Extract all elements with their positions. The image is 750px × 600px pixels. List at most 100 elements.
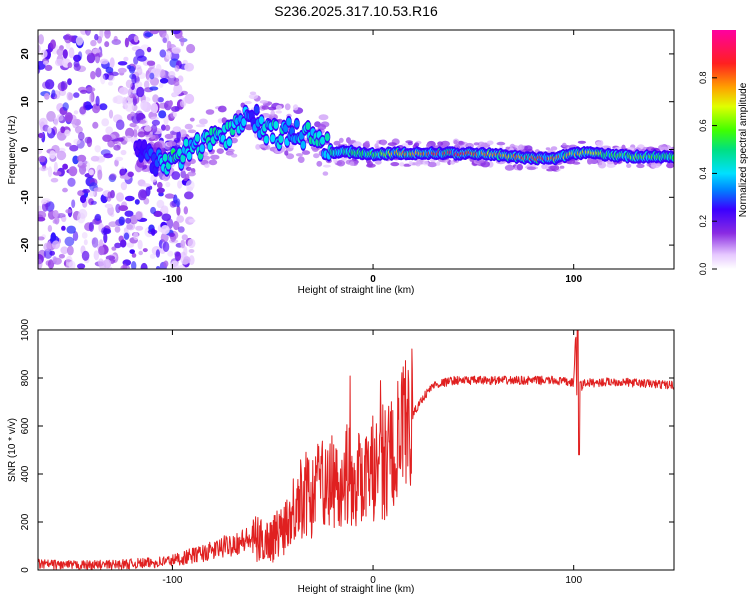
- spectrogram-noise-blob: [105, 66, 114, 74]
- spectrogram-noise-blob: [119, 87, 129, 95]
- spectrogram-halo-blob: [141, 183, 151, 187]
- spectrogram-noise-blob: [47, 225, 53, 232]
- spectrogram-noise-blob: [117, 67, 127, 73]
- spectrogram-noise-blob: [102, 134, 112, 142]
- spectrogram-noise-blob: [52, 210, 59, 218]
- spectrogram-halo-blob: [183, 177, 188, 181]
- spectrogram-y-tick-label: 10: [20, 96, 31, 108]
- spectrogram-noise-blob: [41, 201, 49, 212]
- spectrogram-noise-blob: [53, 161, 58, 173]
- spectrogram-noise-blob: [154, 68, 162, 78]
- spectrogram-halo-blob: [333, 140, 341, 146]
- spectrogram-noise-blob: [38, 216, 46, 222]
- spectrogram-halo-blob: [312, 147, 319, 153]
- spectrogram-noise-blob: [188, 249, 195, 253]
- spectrogram-noise-blob: [135, 110, 143, 118]
- spectrogram-noise-blob: [133, 128, 138, 139]
- spectrogram-noise-blob: [52, 170, 62, 176]
- spectrogram-noise-blob: [176, 198, 181, 208]
- colorbar-gradient: [712, 30, 736, 269]
- spectrogram-halo-blob: [259, 100, 269, 104]
- spectrogram-noise-blob: [124, 135, 133, 142]
- spectrogram-y-tick-label: 0: [20, 146, 31, 152]
- spectrogram-noise-blob: [38, 236, 45, 241]
- spectrogram-noise-blob: [41, 167, 46, 172]
- spectrogram-noise-blob: [113, 144, 121, 151]
- spectrogram-noise-blob: [104, 203, 113, 209]
- spectrogram-halo-blob: [295, 153, 304, 157]
- spectrogram-noise-blob: [117, 61, 128, 66]
- spectrogram-noise-blob: [111, 246, 117, 251]
- spectrogram-noise-blob: [90, 155, 100, 162]
- spectrogram-track-mid: [194, 133, 200, 142]
- spectrogram-noise-blob: [92, 121, 99, 129]
- spectrogram-track-core: [671, 155, 674, 161]
- spectrogram-noise-blob: [150, 206, 157, 215]
- spectrogram-noise-blob: [187, 238, 196, 249]
- spectrogram-halo-blob: [275, 104, 282, 111]
- spectrogram-noise-blob: [120, 149, 127, 156]
- spectrogram-noise-blob: [126, 242, 135, 248]
- spectrogram-y-tick-label: -20: [20, 237, 31, 252]
- spectrogram-noise-blob: [159, 49, 167, 58]
- spectrogram-noise-blob: [152, 94, 159, 103]
- spectrogram-y-label: Frequency (Hz): [7, 116, 18, 185]
- spectrogram-noise-blob: [73, 138, 81, 145]
- spectrogram-track-mid: [300, 140, 306, 149]
- spectrogram-noise-blob: [81, 232, 88, 239]
- spectrogram-noise-blob: [162, 241, 170, 253]
- spectrogram-halo-blob: [208, 159, 218, 166]
- spectrogram-noise-blob: [44, 64, 53, 71]
- spectrogram-noise-blob: [43, 248, 53, 259]
- spectrogram-noise-blob: [124, 37, 129, 48]
- spectrogram-x-tick-label: 0: [370, 274, 376, 285]
- spectrogram-noise-blob: [64, 129, 71, 137]
- spectrogram-noise-blob: [180, 35, 185, 47]
- spectrogram-halo-blob: [336, 159, 346, 167]
- spectrogram-noise-blob: [140, 262, 148, 269]
- spectrogram-noise-blob: [183, 206, 188, 215]
- spectrogram-noise-blob: [58, 253, 65, 259]
- spectrogram-noise-blob: [47, 259, 55, 269]
- spectrogram-halo-blob: [201, 155, 211, 160]
- spectrogram-noise-blob: [85, 87, 96, 92]
- snr-y-label: SNR (10 * v/v): [7, 418, 18, 482]
- spectrogram-noise-blob: [161, 32, 169, 44]
- spectrogram-x-tick-label: -100: [162, 274, 182, 285]
- spectrogram-noise-blob: [168, 232, 175, 237]
- spectrogram-halo-blob: [284, 103, 291, 111]
- spectrogram-noise-blob: [62, 102, 69, 111]
- spectrogram-halo-blob: [524, 145, 533, 152]
- spectrogram-noise-blob: [52, 257, 62, 265]
- spectrogram-noise-blob: [159, 69, 166, 80]
- spectrogram-track-mid: [324, 133, 330, 142]
- spectrogram-noise-blob: [185, 180, 195, 191]
- spectrogram-noise-blob: [72, 118, 80, 129]
- spectrogram-noise-blob: [84, 30, 91, 36]
- spectrogram-halo-blob: [210, 154, 220, 160]
- spectrogram-noise-blob: [61, 225, 66, 231]
- spectrogram-noise-blob: [188, 255, 195, 266]
- colorbar: 0.0 0.2 0.4 0.6 0.8 Normalized spectral ampl…: [698, 30, 749, 275]
- spectrogram-noise-blob: [177, 226, 185, 233]
- spectrogram-noise-blob: [171, 30, 181, 35]
- spectrogram-noise-blob: [85, 49, 92, 55]
- spectrogram-noise-blob: [64, 142, 72, 147]
- colorbar-tick-label: 0.8: [698, 72, 708, 85]
- snr-y-tick-label: 1000: [20, 318, 31, 341]
- spectrogram-noise-blob: [127, 171, 134, 178]
- spectrogram-noise-blob: [47, 126, 52, 134]
- spectrogram-noise-blob: [104, 30, 111, 39]
- spectrogram-noise-blob: [47, 166, 53, 178]
- spectrogram-noise-blob: [56, 130, 67, 141]
- spectrogram-noise-blob: [101, 118, 110, 127]
- spectrogram-halo-blob: [217, 105, 227, 113]
- spectrogram-halo-blob: [226, 148, 235, 153]
- spectrogram-noise-blob: [136, 86, 145, 98]
- spectrogram-noise-blob: [50, 232, 57, 243]
- spectrogram-noise-blob: [94, 213, 102, 222]
- spectrogram-noise-blob: [127, 88, 133, 98]
- spectrogram-noise-blob: [176, 205, 181, 216]
- spectrogram-noise-blob: [90, 70, 96, 80]
